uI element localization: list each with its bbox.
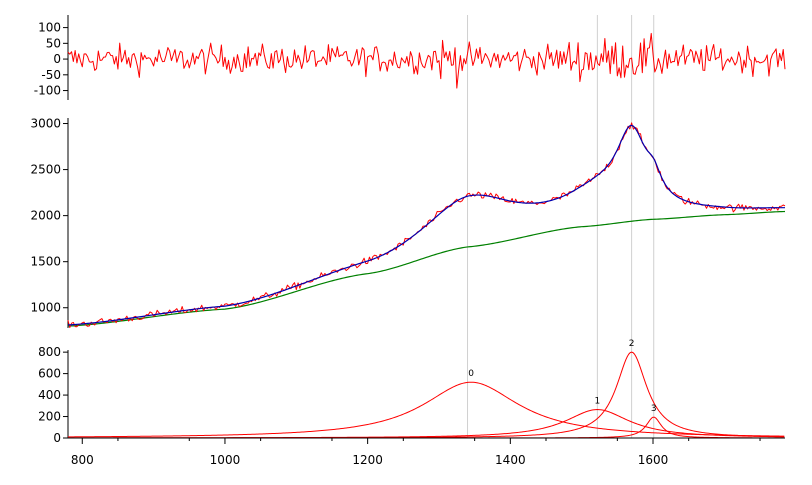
- x-tick-label: 800: [71, 453, 94, 467]
- residual-line: [67, 32, 786, 89]
- peak-curve-2: [68, 351, 785, 439]
- residual-y-tick-label: -100: [34, 84, 61, 98]
- peak-label-0: 0: [468, 369, 474, 379]
- peaks-y-tick-label: 400: [38, 388, 61, 402]
- residual-y-tick-label: -50: [41, 68, 61, 82]
- residual-y-tick-label: 50: [46, 36, 61, 50]
- x-tick-label: 1400: [495, 453, 526, 467]
- fit-y-tick-label: 2500: [30, 163, 61, 177]
- peaks-panel: 0 200 400 600 800 0 1 2 3 800 1000 1200 1400 1600: [38, 339, 785, 467]
- fit-y-tick-label: 2000: [30, 209, 61, 223]
- x-tick-label: 1000: [210, 453, 241, 467]
- fit-curve: [67, 124, 786, 326]
- peak-curve-0: [67, 381, 785, 438]
- residual-y-tick-label: 100: [38, 21, 61, 35]
- peaks-y-tick-label: 600: [38, 367, 61, 381]
- peak-curve-3: [68, 416, 785, 439]
- measured-spectrum-line: [67, 122, 786, 329]
- x-tick-label: 1200: [352, 453, 383, 467]
- peak-label-2: 2: [629, 339, 635, 349]
- peaks-y-tick-label: 200: [38, 410, 61, 424]
- fit-panel: 1000 1500 2000 2500 3000: [30, 117, 786, 329]
- peak-label-3: 3: [651, 404, 657, 414]
- residual-y-tick-label: 0: [53, 52, 61, 66]
- fit-y-tick-label: 1500: [30, 255, 61, 269]
- peaks-y-tick-label: 0: [53, 431, 61, 445]
- peaks-y-tick-label: 800: [38, 345, 61, 359]
- peak-guide-lines: [467, 15, 655, 438]
- peak-label-1: 1: [595, 397, 601, 407]
- fit-y-tick-label: 3000: [30, 117, 61, 131]
- x-tick-label: 1600: [638, 453, 669, 467]
- baseline-curve: [67, 210, 786, 327]
- fit-y-tick-label: 1000: [30, 301, 61, 315]
